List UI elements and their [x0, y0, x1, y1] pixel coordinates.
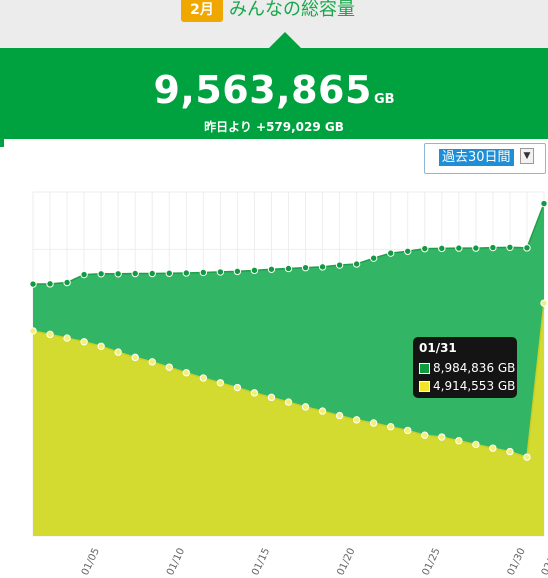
- data-point-free: [369, 419, 378, 427]
- total-capacity-value: 9,563,865: [153, 68, 372, 112]
- total-capacity: 9,563,865 GB: [0, 68, 548, 112]
- x-tick-label: 01/25: [421, 546, 443, 577]
- data-point-free: [114, 348, 122, 356]
- data-point-free: [489, 444, 497, 452]
- chart-areas: [33, 203, 544, 536]
- data-point-total: [165, 269, 173, 277]
- tooltip-date: 01/31: [419, 341, 457, 355]
- data-point-free: [301, 403, 310, 411]
- data-point-free: [250, 389, 259, 397]
- chevron-down-icon[interactable]: ▼: [520, 148, 534, 164]
- data-point-total: [369, 254, 378, 262]
- data-point-free: [97, 342, 105, 350]
- tooltip-value-free: 4,914,553 GB: [433, 379, 516, 393]
- data-point-total: [540, 199, 548, 208]
- data-point-total: [46, 280, 54, 288]
- data-point-total: [335, 261, 344, 269]
- area-free: [33, 303, 544, 536]
- data-point-total: [97, 270, 105, 278]
- x-tick-label: 01/10: [165, 546, 187, 577]
- data-point-free: [131, 353, 139, 362]
- data-point-total: [114, 270, 122, 278]
- data-point-total: [506, 243, 514, 252]
- data-point-total: [267, 265, 276, 273]
- data-point-free: [199, 374, 208, 382]
- data-point-free: [182, 369, 191, 377]
- data-point-free: [438, 433, 446, 441]
- data-point-free: [455, 437, 463, 445]
- data-point-total: [284, 264, 293, 273]
- tooltip-row-free: 4,914,553 GB: [419, 379, 515, 393]
- daily-change-text: 昨日より +579,029 GB: [204, 120, 344, 134]
- data-point-free: [284, 398, 293, 406]
- data-point-total: [29, 280, 37, 288]
- x-tick-label: 01/15: [250, 546, 272, 577]
- data-point-free: [318, 407, 327, 415]
- data-point-total: [455, 244, 463, 252]
- data-point-free: [352, 416, 361, 424]
- tooltip-value-total: 8,984,836 GB: [433, 361, 516, 375]
- tooltip-swatch-total: [419, 363, 430, 374]
- banner-edge-mark: [0, 139, 4, 147]
- data-point-free: [421, 431, 429, 439]
- data-point-total: [523, 244, 531, 252]
- x-tick-label: 01/20: [335, 546, 357, 577]
- month-badge: 2月: [181, 0, 223, 22]
- data-point-free: [216, 379, 225, 387]
- data-point-free: [148, 358, 156, 366]
- x-tick-label: 02/01: [540, 546, 548, 577]
- x-tick-label: 01/30: [506, 546, 528, 577]
- data-point-total: [216, 268, 225, 276]
- chart-points: [29, 199, 548, 461]
- data-point-free: [233, 383, 242, 392]
- data-point-total: [182, 269, 191, 277]
- data-point-free: [63, 334, 71, 342]
- tooltip-row-total: 8,984,836 GB: [419, 361, 515, 375]
- data-point-total: [387, 249, 395, 257]
- data-point-free: [506, 447, 514, 456]
- capacity-chart: 01/05 01/10 01/15 01/20 01/25 01/30 02/01: [29, 191, 548, 577]
- data-point-total: [472, 244, 480, 252]
- data-point-total: [131, 269, 139, 278]
- data-point-total: [301, 263, 310, 272]
- data-point-total: [438, 244, 446, 253]
- data-point-free: [523, 453, 531, 461]
- data-point-total: [80, 270, 88, 279]
- data-point-total: [421, 244, 429, 253]
- data-point-free: [387, 423, 395, 431]
- tooltip-swatch-free: [419, 381, 430, 392]
- chart-tick-labels: 01/05 01/10 01/15 01/20 01/25 01/30 02/01: [80, 546, 548, 577]
- total-capacity-unit: GB: [373, 92, 395, 107]
- data-point-free: [46, 330, 54, 339]
- data-point-free: [80, 338, 88, 346]
- data-point-total: [233, 267, 242, 276]
- data-point-free: [540, 299, 548, 307]
- data-point-free: [472, 440, 480, 449]
- total-capacity-banner: [0, 48, 548, 139]
- period-select-value: 過去30日間: [439, 149, 514, 166]
- band-notch: [268, 32, 302, 49]
- data-point-total: [318, 263, 327, 271]
- data-point-total: [489, 243, 497, 252]
- data-point-total: [148, 269, 156, 278]
- page-title: みんなの総容量: [229, 0, 355, 20]
- data-point-free: [335, 411, 344, 420]
- data-point-total: [352, 260, 361, 268]
- data-point-total: [63, 278, 71, 287]
- x-tick-label: 01/05: [80, 546, 102, 577]
- data-point-total: [199, 268, 208, 277]
- data-point-free: [29, 327, 37, 335]
- data-point-total: [404, 247, 412, 255]
- data-point-free: [267, 393, 276, 402]
- period-select[interactable]: 過去30日間 ▼: [424, 143, 546, 174]
- data-tooltip: 01/31 8,984,836 GB 4,914,553 GB: [413, 337, 517, 398]
- data-point-total: [250, 266, 259, 275]
- data-point-free: [404, 426, 412, 435]
- data-point-free: [165, 363, 173, 371]
